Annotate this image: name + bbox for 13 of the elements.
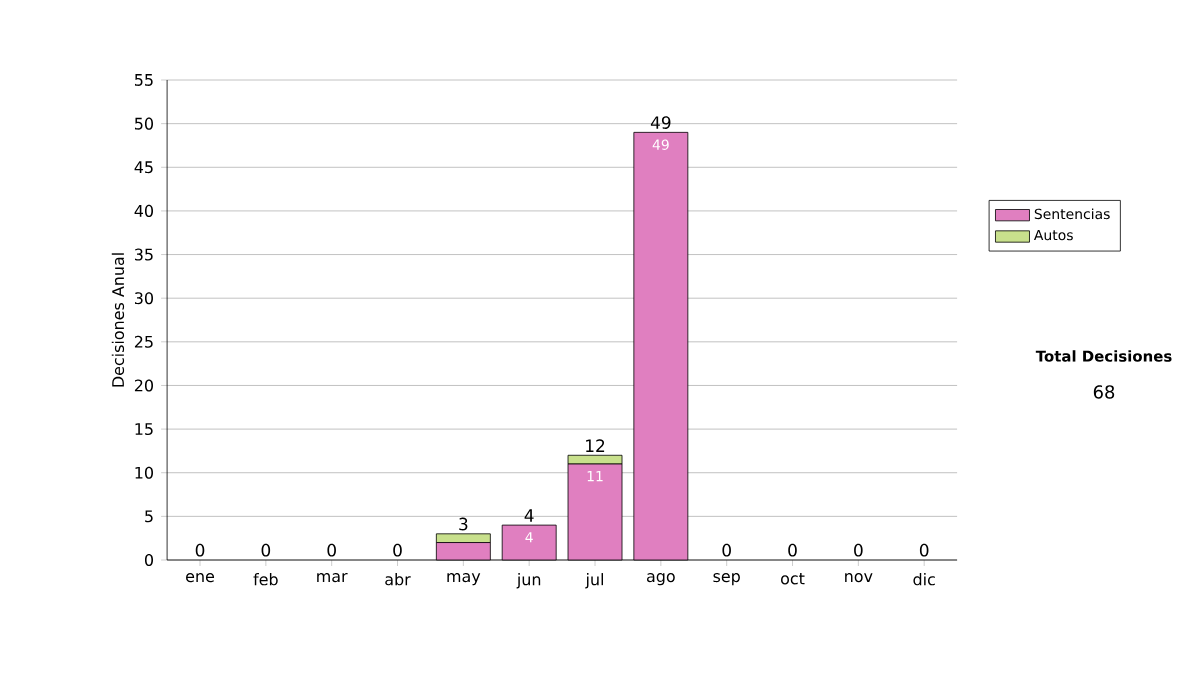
total-label: 0 — [722, 543, 731, 557]
total-label: 0 — [919, 543, 929, 557]
total-label: 49 — [650, 116, 671, 129]
text: 68 — [1093, 385, 1115, 399]
total-label: 12 — [586, 439, 605, 452]
total-label: 0 — [393, 543, 402, 557]
total-label: 0 — [195, 543, 205, 557]
total-label: 0 — [854, 543, 863, 557]
total-label: 4 — [524, 509, 534, 522]
total-label: 3 — [459, 517, 468, 531]
total-label: 0 — [261, 543, 271, 557]
total-label: 0 — [788, 543, 797, 557]
total-label: 0 — [327, 543, 336, 557]
